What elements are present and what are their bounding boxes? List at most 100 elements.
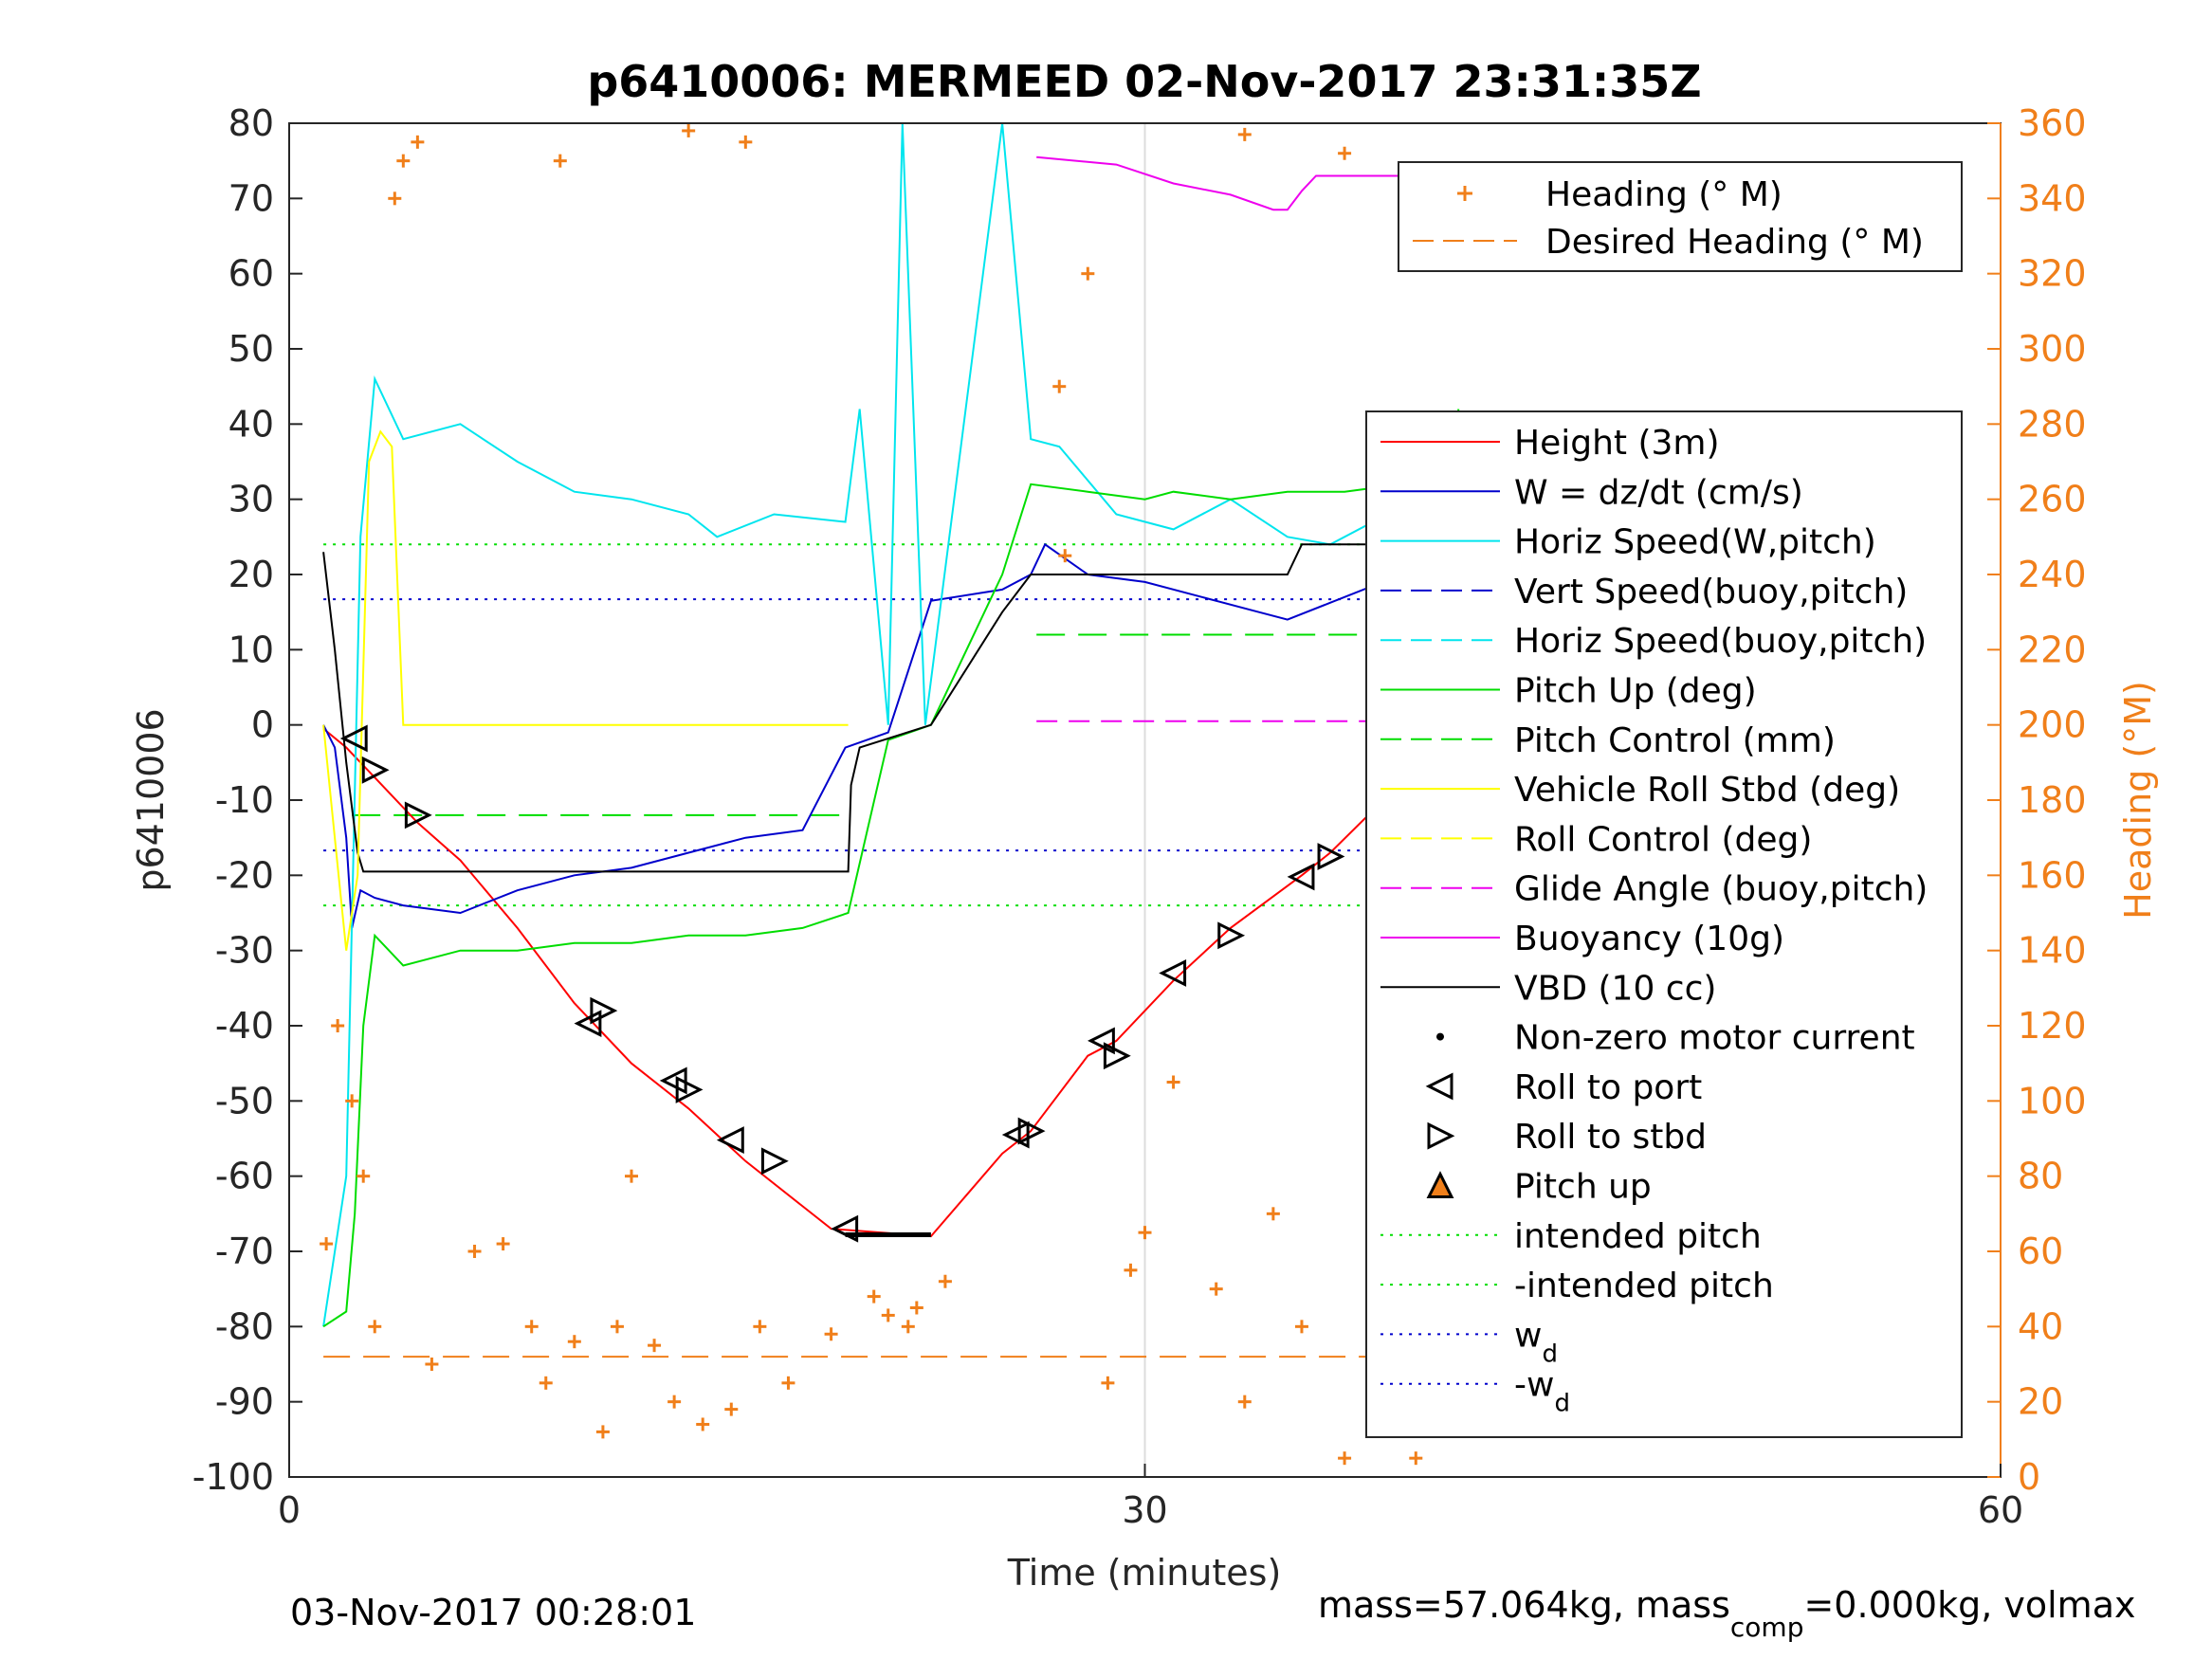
heading-point xyxy=(610,1320,624,1334)
x-axis-ticks: 0 30 60 xyxy=(278,1464,2023,1531)
legend-entry: intended pitch xyxy=(1380,1217,1762,1256)
heading-point xyxy=(1294,1320,1308,1334)
heading-point xyxy=(1266,1207,1280,1221)
roll-to-stbd-marker xyxy=(1217,921,1246,950)
legend-entry: Vehicle Roll Stbd (deg) xyxy=(1380,771,1900,810)
heading-point xyxy=(331,1019,345,1032)
x-tick-label: 60 xyxy=(1978,1489,2023,1531)
roll-to-port-marker xyxy=(1001,1121,1030,1149)
heading-point xyxy=(396,154,411,168)
heading-point xyxy=(425,1358,439,1371)
roll-to-port-marker xyxy=(659,1066,687,1095)
y2-axis-label: Heading (°M) xyxy=(2117,681,2159,920)
y-tick-label: 20 xyxy=(229,554,274,595)
roll-to-port-marker xyxy=(1287,863,1315,891)
roll-to-port-marker xyxy=(574,1010,602,1038)
legend-label: Horiz Speed(W,pitch) xyxy=(1514,523,1876,562)
heading-point xyxy=(368,1320,382,1334)
heading-point xyxy=(388,191,402,206)
heading-point xyxy=(648,1339,662,1353)
legend-label: Pitch Up (deg) xyxy=(1514,672,1757,711)
series-group xyxy=(322,122,1460,1328)
heading-point xyxy=(753,1320,767,1334)
y2-tick-label: 360 xyxy=(2018,102,2087,144)
legend-main-box xyxy=(1365,410,1963,1438)
heading-point xyxy=(356,1169,371,1183)
legend-label: VBD (10 cc) xyxy=(1514,969,1716,1008)
roll-to-stbd-marker xyxy=(361,756,390,784)
legend-label: Pitch Control (mm) xyxy=(1514,721,1836,760)
series-line xyxy=(322,535,1460,929)
heading-point xyxy=(553,154,567,168)
y2-tick-label: 0 xyxy=(2018,1456,2040,1498)
y-tick-label: -90 xyxy=(215,1381,274,1423)
y-tick-label: 70 xyxy=(229,177,274,219)
legend-entry: -wd xyxy=(1380,1366,1570,1418)
y-tick-label: -10 xyxy=(215,779,274,821)
series-line xyxy=(322,122,1452,1327)
y2-tick-label: 40 xyxy=(2018,1305,2063,1347)
y-tick-label: -40 xyxy=(215,1005,274,1047)
series-line xyxy=(322,409,1460,1328)
y2-tick-label: 180 xyxy=(2018,779,2087,821)
legend-entry: Roll to port xyxy=(1425,1068,1702,1107)
legend-label: wd xyxy=(1514,1316,1558,1368)
heading-point xyxy=(781,1376,795,1390)
y2-tick-label: 280 xyxy=(2018,403,2087,445)
y2-tick-label: 20 xyxy=(2018,1381,2063,1423)
legend-label: Height (3m) xyxy=(1514,424,1720,463)
heading-point xyxy=(567,1335,581,1349)
y-tick-label: 30 xyxy=(229,479,274,520)
y2-tick-label: 160 xyxy=(2018,854,2087,896)
heading-point xyxy=(1101,1376,1115,1390)
y2-axis-ticks: 3603403203002802602402202001801601401201… xyxy=(1987,102,2087,1498)
y-tick-label: 10 xyxy=(229,629,274,670)
legend-entry: -intended pitch xyxy=(1380,1267,1774,1305)
heading-point xyxy=(1209,1282,1223,1296)
heading-point xyxy=(881,1308,895,1322)
legend-label: Roll to port xyxy=(1514,1068,1702,1107)
roll-to-stbd-marker xyxy=(675,1076,704,1103)
heading-point xyxy=(539,1376,553,1390)
legend-label: Roll Control (deg) xyxy=(1514,820,1812,859)
legend-label: Roll to stbd xyxy=(1514,1118,1707,1157)
footer-mass: mass=57.064kg, masscomp=0.000kg, volmax xyxy=(1318,1584,2135,1643)
series-line xyxy=(322,543,1459,873)
heading-point xyxy=(824,1327,838,1341)
legend-sample-tri-right xyxy=(1427,1121,1455,1150)
heading-point xyxy=(345,1094,359,1108)
legend-label: Heading (° M) xyxy=(1545,175,1782,214)
legend-entry: Non-zero motor current xyxy=(1436,1019,1915,1058)
legend-label: Non-zero motor current xyxy=(1514,1019,1915,1058)
legend-heading-box xyxy=(1398,161,1963,272)
heading-point xyxy=(625,1169,638,1183)
x-tick-label: 0 xyxy=(278,1489,301,1531)
heading-point xyxy=(1138,1226,1152,1240)
legend-sample-tri-left xyxy=(1425,1072,1453,1101)
legend-entry: Pitch up xyxy=(1426,1168,1652,1207)
heading-point xyxy=(1237,127,1252,141)
x-tick-label: 30 xyxy=(1122,1489,1167,1531)
heading-point xyxy=(867,1289,881,1304)
y2-tick-label: 140 xyxy=(2018,930,2087,972)
legend-label: Buoyancy (10g) xyxy=(1514,920,1784,958)
heading-point xyxy=(938,1274,952,1288)
y2-tick-label: 340 xyxy=(2018,177,2087,219)
y-axis-ticks: 80 70 60 50 40 30 20 10 0 -10 -20 -30 -40 -50 -60 -70 -8… xyxy=(192,102,302,1498)
heading-point xyxy=(909,1301,923,1315)
legend-label: Pitch up xyxy=(1514,1168,1652,1207)
legend-entry: VBD (10 cc) xyxy=(1380,969,1716,1008)
y-tick-label: 80 xyxy=(229,102,274,144)
legend-heading: Heading (° M) Desired Heading (° M) xyxy=(1398,161,1963,272)
chart-title: p6410006: MERMEED 02-Nov-2017 23:31:35Z xyxy=(587,56,1701,107)
heading-point xyxy=(682,123,696,137)
y-tick-label: 50 xyxy=(229,328,274,370)
legend-sample-tri-up xyxy=(1426,1171,1454,1198)
series-line xyxy=(322,429,849,951)
roll-to-stbd-marker xyxy=(1017,1117,1046,1145)
legend-entry: W = dz/dt (cm/s) xyxy=(1380,473,1803,512)
legend-entry: Vert Speed(buoy,pitch) xyxy=(1380,573,1908,611)
heading-point xyxy=(1338,146,1352,160)
y-tick-label: -60 xyxy=(215,1156,274,1197)
y-tick-label: 60 xyxy=(229,253,274,295)
